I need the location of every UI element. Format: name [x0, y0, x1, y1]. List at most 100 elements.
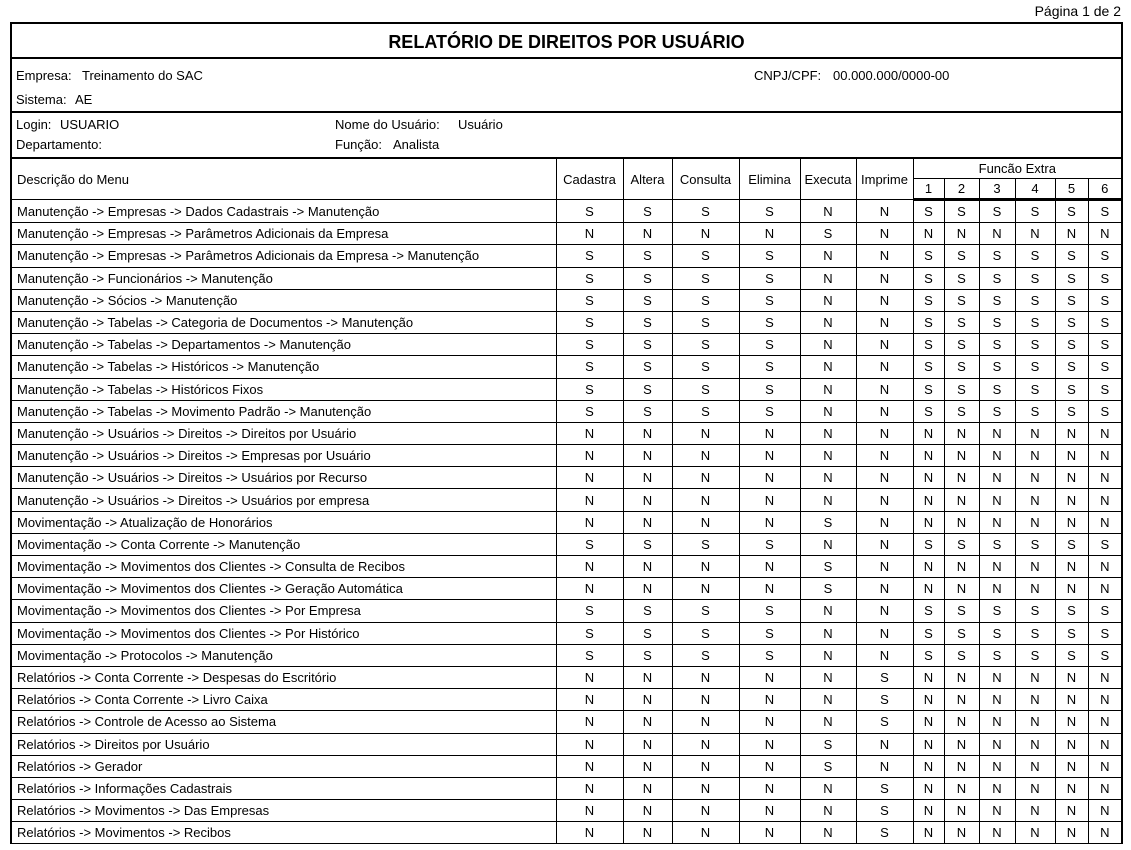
permission-cell: S	[1087, 643, 1123, 667]
permission-cell: N	[1054, 732, 1089, 756]
permission-cell: N	[1014, 554, 1056, 579]
permission-cell: S	[671, 355, 740, 379]
permission-cell: N	[1054, 776, 1089, 801]
permission-cell: N	[912, 754, 945, 778]
permission-cell: N	[855, 599, 914, 623]
permission-cell: S	[555, 333, 624, 357]
permission-cell: N	[855, 421, 914, 446]
permission-cell: N	[943, 466, 980, 490]
table-row: Movimentação -> Movimentos dos Clientes …	[10, 577, 1123, 601]
header-extra-1: 1	[912, 178, 945, 201]
permission-cell: S	[671, 198, 740, 224]
permission-cell: N	[1087, 577, 1123, 601]
header-descricao: Descrição do Menu	[10, 157, 557, 200]
permission-cell: N	[555, 222, 624, 246]
permission-cell: S	[622, 643, 673, 667]
permission-cell: S	[855, 710, 914, 734]
table-row: Relatórios -> Gerador N N N N S N N N N N N N	[10, 754, 1123, 778]
permission-cell: N	[622, 754, 673, 778]
permission-cell: S	[738, 532, 801, 557]
permission-cell: S	[555, 310, 624, 335]
menu-description: Movimentação -> Conta Corrente -> Manute…	[10, 532, 557, 557]
permission-cell: N	[671, 554, 740, 579]
permission-cell: N	[622, 710, 673, 734]
user-section: Login: USUARIO Nome do Usuário: Usuário …	[10, 111, 1123, 157]
table-row: Manutenção -> Tabelas -> Departamentos -…	[10, 333, 1123, 357]
permission-cell: S	[978, 266, 1016, 290]
permission-cell: N	[1087, 421, 1123, 446]
table-row: Manutenção -> Empresas -> Dados Cadastra…	[10, 198, 1123, 224]
menu-description: Manutenção -> Usuários -> Direitos -> Em…	[10, 444, 557, 468]
permission-cell: S	[943, 532, 980, 557]
menu-description: Movimentação -> Movimentos dos Clientes …	[10, 554, 557, 579]
permission-cell: N	[799, 355, 857, 379]
menu-description: Movimentação -> Atualização de Honorário…	[10, 510, 557, 534]
permission-cell: S	[978, 377, 1016, 401]
permission-cell: N	[1054, 444, 1089, 468]
header-imprime: Imprime	[855, 157, 914, 200]
permission-cell: N	[622, 688, 673, 712]
permission-cell: N	[912, 466, 945, 490]
permission-cell: S	[799, 577, 857, 601]
empresa-label: Empresa:	[16, 68, 72, 83]
header-extra-4: 4	[1014, 178, 1056, 201]
permission-cell: S	[622, 244, 673, 268]
table-row: Relatórios -> Controle de Acesso ao Sist…	[10, 710, 1123, 734]
permission-cell: S	[943, 355, 980, 379]
permission-cell: N	[912, 799, 945, 823]
permission-cell: N	[1087, 732, 1123, 756]
permission-cell: S	[555, 198, 624, 224]
permission-cell: S	[1014, 355, 1056, 379]
permission-cell: N	[855, 466, 914, 490]
permission-cell: N	[912, 554, 945, 579]
menu-description: Relatórios -> Informações Cadastrais	[10, 776, 557, 801]
permission-cell: S	[1054, 244, 1089, 268]
header-extra-3: 3	[978, 178, 1016, 201]
permission-cell: N	[622, 510, 673, 534]
permission-cell: S	[671, 643, 740, 667]
table-row: Movimentação -> Movimentos dos Clientes …	[10, 554, 1123, 579]
permission-cell: N	[738, 488, 801, 512]
permission-cell: N	[1087, 444, 1123, 468]
menu-description: Manutenção -> Tabelas -> Movimento Padrã…	[10, 399, 557, 423]
permission-cell: N	[1087, 821, 1123, 845]
permission-cell: S	[912, 198, 945, 224]
permission-cell: N	[978, 554, 1016, 579]
company-section: Empresa: Treinamento do SAC CNPJ/CPF: 00…	[10, 57, 1123, 111]
header-extra-5: 5	[1054, 178, 1089, 201]
permission-cell: S	[978, 198, 1016, 224]
menu-description: Manutenção -> Usuários -> Direitos -> Us…	[10, 488, 557, 512]
permission-cell: N	[738, 732, 801, 756]
permission-cell: N	[943, 444, 980, 468]
permission-cell: N	[738, 665, 801, 690]
permission-cell: S	[1054, 288, 1089, 312]
permission-cell: N	[1054, 466, 1089, 490]
permission-cell: S	[1014, 310, 1056, 335]
permission-cell: N	[855, 310, 914, 335]
permission-cell: N	[855, 399, 914, 423]
permission-cell: N	[671, 222, 740, 246]
permission-cell: N	[978, 510, 1016, 534]
table-row: Manutenção -> Tabelas -> Categoria de Do…	[10, 310, 1123, 335]
permission-cell: N	[855, 621, 914, 645]
permission-cell: N	[738, 688, 801, 712]
table-row: Relatórios -> Movimentos -> Recibos N N N N N…	[10, 821, 1123, 845]
permission-cell: N	[622, 577, 673, 601]
sistema-value: AE	[75, 92, 93, 107]
permission-cell: N	[555, 510, 624, 534]
table-body: Manutenção -> Empresas -> Dados Cadastra…	[10, 198, 1123, 845]
permission-cell: S	[738, 377, 801, 401]
permission-cell: S	[1014, 377, 1056, 401]
permission-cell: N	[1054, 222, 1089, 246]
permission-cell: S	[1087, 244, 1123, 268]
permission-cell: N	[555, 688, 624, 712]
table-row: Manutenção -> Funcionários -> Manutenção…	[10, 266, 1123, 290]
permission-cell: N	[978, 710, 1016, 734]
permission-cell: S	[671, 288, 740, 312]
permission-cell: N	[1054, 577, 1089, 601]
permission-cell: N	[738, 776, 801, 801]
permission-cell: N	[738, 754, 801, 778]
permission-cell: N	[1087, 776, 1123, 801]
permission-cell: N	[671, 577, 740, 601]
permission-cell: N	[799, 421, 857, 446]
